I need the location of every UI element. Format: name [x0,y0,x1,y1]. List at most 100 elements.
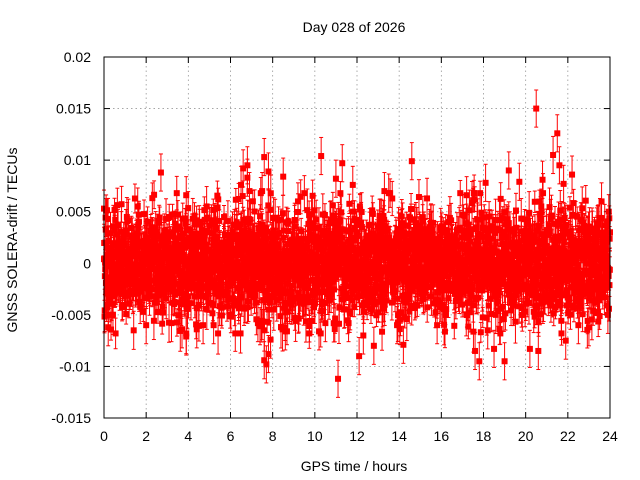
data-marker [148,277,155,284]
data-marker [118,242,125,249]
data-marker [158,241,165,248]
data-marker [137,268,144,275]
data-marker [160,265,167,272]
data-marker [244,304,251,311]
y-tick-label: -0.005 [51,307,91,323]
data-marker [149,293,156,300]
data-marker [252,292,259,299]
data-marker [111,261,118,268]
data-marker [161,227,168,234]
data-marker [267,190,274,197]
data-point [112,317,119,350]
y-tick-label: 0.01 [64,152,91,168]
data-marker [115,222,122,229]
data-marker [121,242,128,249]
data-marker [155,243,162,250]
y-axis-label: GNSS SOLERA-drift / TECUs [4,148,20,333]
data-marker [270,306,277,313]
data-marker [117,283,124,290]
data-marker [144,218,151,225]
data-marker [209,310,216,317]
data-marker [143,295,150,302]
axis-ticks: 0 2 4 6 8 10 12 14 16 18 20 22 24-0.015-0.01-0.00500… [51,49,618,444]
x-tick-label: 20 [518,428,534,444]
data-marker [111,207,118,214]
data-marker [170,281,177,288]
x-tick-label: 0 [100,428,108,444]
data-marker [163,215,170,222]
data-marker [129,289,136,296]
chart-title: Day 028 of 2026 [303,19,406,35]
data-point [173,175,180,211]
x-tick-label: 16 [434,428,450,444]
data-marker [172,289,179,296]
data-point [215,312,222,355]
data-marker [171,226,178,233]
data-point [114,187,121,223]
x-tick-label: 24 [602,428,618,444]
data-marker [104,304,111,311]
data-marker [146,247,153,254]
data-marker [184,305,191,312]
data-point [221,205,228,230]
data-marker [215,196,222,203]
x-axis-label: GPS time / hours [301,458,408,474]
data-marker [135,283,142,290]
data-marker [112,216,119,223]
data-marker [157,233,164,240]
data-marker [140,308,147,315]
data-marker [166,230,173,237]
data-marker [173,319,180,326]
data-marker [119,301,126,308]
data-marker [151,191,158,198]
data-marker [120,234,127,241]
data-marker [112,242,119,249]
data-marker [151,299,158,306]
data-marker [111,227,118,234]
data-marker [110,223,117,230]
data-marker [101,307,108,314]
data-marker [134,277,141,284]
x-tick-label: 22 [560,428,576,444]
data-marker [267,206,274,213]
x-tick-label: 10 [307,428,323,444]
data-marker [133,230,140,237]
data-marker [166,213,173,220]
data-marker [237,330,244,337]
data-marker [125,217,132,224]
data-marker [141,211,148,218]
data-marker [169,246,176,253]
data-point [160,302,167,324]
data-marker [123,311,130,318]
data-marker [130,244,137,251]
data-marker [251,208,258,215]
x-tick-label: 18 [476,428,492,444]
data-point [151,180,158,210]
data-marker [161,285,168,292]
y-tick-label: -0.015 [51,410,91,426]
data-series [101,89,613,398]
data-marker [151,237,158,244]
data-marker [131,195,138,202]
data-marker [247,216,254,223]
x-tick-label: 4 [184,428,192,444]
x-tick-label: 8 [269,428,277,444]
data-marker [114,202,121,209]
data-marker [154,309,161,316]
data-marker [118,201,125,208]
data-marker [112,330,119,337]
data-point [130,310,137,350]
data-marker [107,230,114,237]
data-marker [123,231,130,238]
y-tick-label: 0 [83,255,91,271]
data-marker [164,244,171,251]
data-marker [156,214,163,221]
data-marker [125,269,132,276]
data-marker [136,298,143,305]
data-marker [160,289,167,296]
data-marker [130,327,137,334]
data-marker [105,215,112,222]
data-marker [135,250,142,257]
data-marker [159,303,166,310]
